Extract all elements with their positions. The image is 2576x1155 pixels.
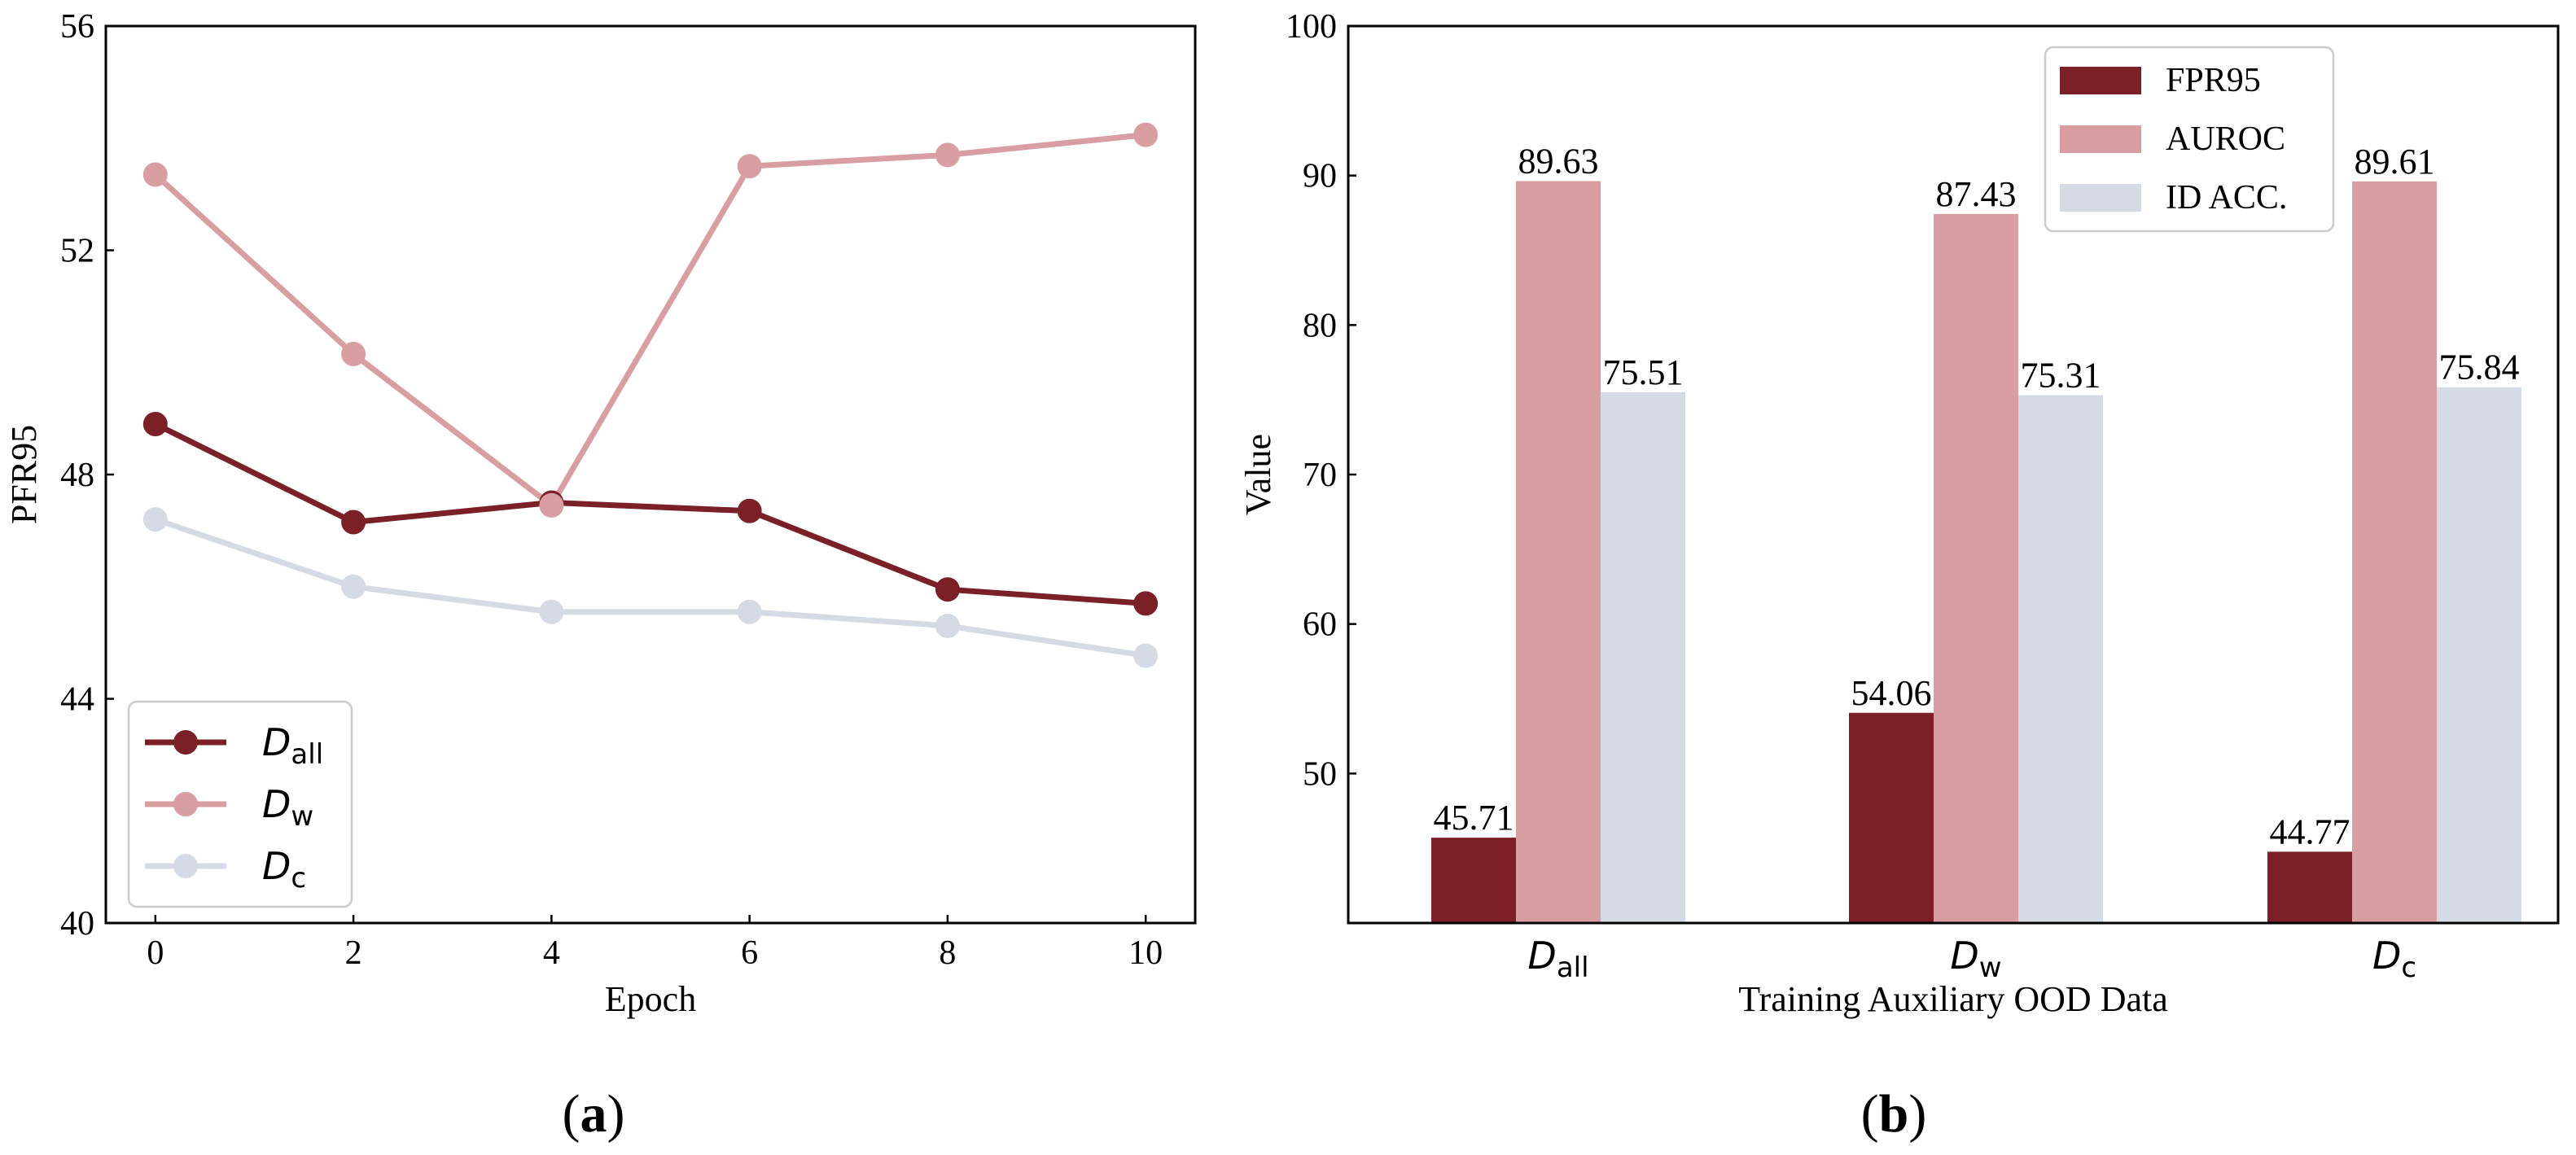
panel-a-label: (a)	[563, 1084, 625, 1144]
y-tick-label: 70	[1303, 457, 1337, 494]
x-tick-label: 2	[345, 934, 362, 972]
legend-swatch	[2060, 67, 2141, 94]
bar-chart-xlabel: Training Auxiliary OOD Data	[1738, 979, 2168, 1019]
bar-value-label: 75.51	[1603, 352, 1684, 392]
bar-value-label: 89.63	[1518, 141, 1599, 181]
series-line-all	[154, 421, 1146, 606]
data-point-c	[935, 613, 960, 638]
legend-label: Dw	[262, 782, 313, 833]
bar-fpr95	[1849, 712, 1934, 923]
data-point-all	[935, 577, 960, 602]
line-chart-xlabel: Epoch	[605, 979, 696, 1019]
bar-value-label: 75.31	[2021, 355, 2101, 395]
bar-chart-ylabel: Value	[1238, 434, 1278, 515]
bar-value-label: 45.71	[1434, 798, 1514, 838]
x-tick-label: Dc	[2372, 934, 2416, 984]
bar-fpr95	[1431, 838, 1516, 923]
x-tick-label: 0	[147, 934, 164, 972]
legend-swatch	[2060, 125, 2141, 153]
bar-value-label: 44.77	[2270, 812, 2350, 851]
line-chart-legend: Dall Dw Dc	[127, 700, 353, 908]
legend-label: AUROC	[2166, 120, 2285, 158]
x-tick-label: 4	[543, 934, 560, 972]
y-tick-label: 56	[60, 8, 94, 46]
x-tick-label: 10	[1128, 934, 1163, 972]
legend-label: Dall	[262, 720, 323, 771]
line-chart-series	[142, 122, 1159, 668]
data-point-all	[341, 510, 366, 535]
bar-auroc	[1934, 213, 2018, 923]
data-point-w	[341, 341, 366, 366]
x-tick-label: 8	[939, 934, 956, 972]
bar-chart-frame	[1347, 24, 2560, 925]
legend-swatch	[2060, 184, 2141, 212]
bar-id-acc	[2018, 395, 2103, 923]
data-point-w	[935, 142, 960, 168]
x-tick-label: 6	[741, 934, 758, 972]
series-line-w	[153, 132, 1146, 509]
data-point-w	[142, 162, 168, 187]
y-tick-label: 50	[1303, 755, 1337, 793]
bar-chart-legend: FPR95 AUROC ID ACC.	[2044, 46, 2335, 233]
bar-chart-ticks: 50 60 70 80 90 100 Dall Dw Dc	[1286, 8, 2416, 984]
data-point-w	[737, 154, 762, 179]
bar-value-label: 75.84	[2439, 348, 2520, 387]
y-tick-label: 40	[60, 905, 94, 943]
line-chart-panel: 0 2 4 6 8 10 40 44 48 52 56 Epoch PFR95 Dall Dw Dc (…	[4, 8, 1197, 1144]
bar-value-label: 54.06	[1851, 673, 1932, 713]
x-tick-label: Dall	[1527, 934, 1588, 984]
y-tick-label: 52	[60, 233, 94, 270]
legend-swatch-marker	[173, 854, 198, 878]
legend-label: FPR95	[2166, 62, 2261, 99]
bar-chart-bars: 45.71 54.06 44.77 89.63 87.43 89.61 75.51 75.31…	[1431, 141, 2521, 924]
data-point-all	[737, 498, 762, 523]
legend-swatch-marker	[173, 792, 198, 816]
panel-b-label: (b)	[1861, 1084, 1927, 1144]
data-point-c	[539, 599, 564, 624]
data-point-all	[142, 412, 168, 437]
bar-value-label: 89.61	[2355, 142, 2435, 182]
bar-value-label: 87.43	[1936, 174, 2017, 214]
x-tick-label: Dw	[1950, 934, 2001, 984]
data-point-c	[341, 574, 366, 599]
line-chart-frame	[104, 24, 1197, 925]
line-chart-ticks: 0 2 4 6 8 10 40 44 48 52 56	[60, 8, 1163, 972]
line-chart-ylabel: PFR95	[4, 425, 44, 524]
data-point-c	[1133, 643, 1159, 668]
y-tick-label: 80	[1303, 307, 1337, 344]
bar-fpr95	[2267, 851, 2352, 923]
y-tick-label: 100	[1286, 8, 1337, 46]
bar-chart-panel: 50 60 70 80 90 100 Dall Dw Dc 45.71 54.06 44.77 89.…	[1238, 8, 2560, 1144]
data-point-c	[737, 599, 762, 624]
data-point-w	[1133, 122, 1159, 147]
bar-auroc	[1516, 181, 1601, 923]
bar-auroc	[2352, 181, 2437, 924]
series-line-c	[154, 516, 1146, 658]
legend-label: Dc	[262, 844, 306, 895]
y-tick-label: 60	[1303, 606, 1337, 644]
y-tick-label: 44	[60, 681, 94, 719]
bar-id-acc	[1601, 392, 1685, 923]
y-tick-label: 48	[60, 457, 94, 494]
y-tick-label: 90	[1303, 158, 1337, 195]
data-point-c	[142, 507, 168, 532]
data-point-all	[1133, 591, 1159, 616]
bar-id-acc	[2437, 387, 2521, 924]
legend-swatch-marker	[173, 730, 198, 755]
legend-label: ID ACC.	[2166, 179, 2287, 217]
data-point-w	[539, 492, 564, 518]
